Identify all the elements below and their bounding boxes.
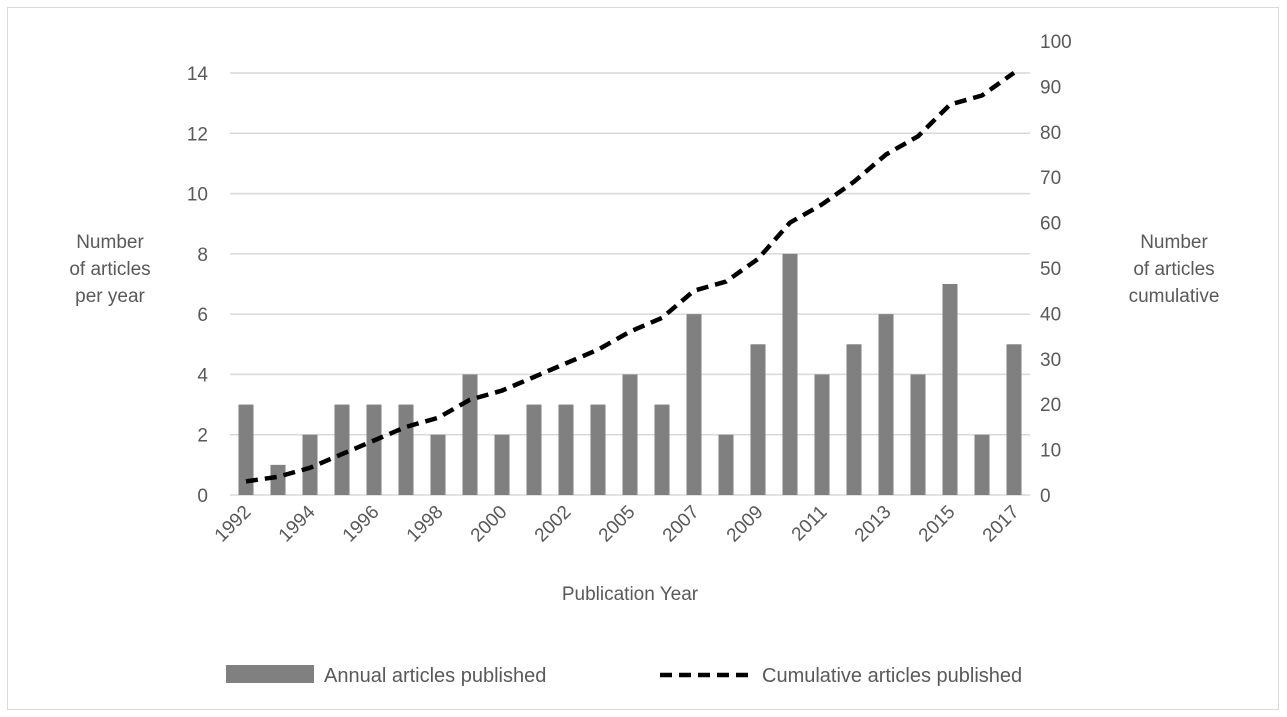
right-tick-label: 90 [1040, 77, 1061, 98]
legend-bar-swatch [226, 665, 314, 683]
left-tick-label: 0 [197, 486, 208, 507]
right-tick-label: 50 [1040, 259, 1061, 280]
right-tick-label: 100 [1040, 32, 1072, 53]
bar-series [238, 253, 1022, 495]
x-tick-label: 1996 [339, 502, 384, 547]
bar [942, 284, 958, 495]
axis-label-line: per year [75, 286, 145, 307]
right-axis-label: Number of articles cumulative [1129, 232, 1220, 307]
bar [814, 374, 830, 495]
x-axis-ticks: 1992 1994 1996 1998 2000 2002 2005 2007 2009 2011… [211, 501, 1024, 546]
bar [622, 374, 638, 495]
right-tick-label: 70 [1040, 168, 1061, 189]
bar [846, 344, 862, 495]
bar [270, 464, 286, 495]
x-tick-label: 2009 [723, 502, 768, 547]
chart-frame [7, 7, 1279, 710]
x-tick-label: 2007 [659, 502, 704, 547]
right-tick-label: 10 [1040, 441, 1061, 462]
bar [526, 404, 542, 495]
axis-label-line: Number [1140, 232, 1208, 253]
bar [974, 434, 990, 495]
right-tick-label: 30 [1040, 350, 1061, 371]
axis-label-line: of articles [69, 259, 150, 280]
left-tick-label: 2 [197, 426, 208, 447]
bar [910, 374, 926, 495]
x-tick-label: 2017 [979, 502, 1024, 547]
cumulative-line [245, 70, 1016, 484]
x-tick-label: 2005 [595, 502, 640, 547]
x-tick-label: 1994 [275, 501, 320, 546]
x-tick-label: 2013 [851, 502, 896, 547]
right-tick-label: 40 [1040, 304, 1061, 325]
x-axis-label: Publication Year [562, 584, 699, 605]
left-tick-label: 8 [197, 245, 208, 266]
bar [558, 404, 574, 495]
x-tick-label: 2000 [467, 502, 512, 547]
left-tick-label: 10 [187, 185, 208, 206]
left-tick-label: 12 [187, 124, 208, 145]
legend-bar-label: Annual articles published [324, 665, 546, 687]
bar [302, 434, 318, 495]
axis-label-line: cumulative [1129, 286, 1220, 307]
right-tick-label: 0 [1040, 486, 1051, 507]
bar [654, 404, 670, 495]
x-tick-label: 2011 [788, 502, 832, 546]
x-tick-label: 1992 [211, 502, 256, 547]
right-tick-label: 60 [1040, 214, 1061, 235]
legend: Annual articles published Cumulative art… [226, 665, 1022, 687]
right-tick-label: 80 [1040, 123, 1061, 144]
left-axis-ticks: 0 2 4 6 8 10 12 14 [187, 64, 209, 507]
bar [494, 434, 510, 495]
bar [750, 344, 766, 495]
bar [334, 404, 350, 495]
right-tick-label: 20 [1040, 395, 1061, 416]
bar [782, 253, 798, 495]
bar [718, 434, 734, 495]
right-axis-ticks: 0 10 20 30 40 50 60 70 80 90 100 [1040, 32, 1072, 507]
bar [686, 314, 702, 495]
axis-label-line: of articles [1133, 259, 1214, 280]
bar [590, 404, 606, 495]
bar [398, 404, 414, 495]
legend-line-label: Cumulative articles published [762, 665, 1022, 687]
x-tick-label: 2015 [915, 502, 960, 547]
bar [462, 374, 478, 495]
bar [878, 314, 894, 495]
left-tick-label: 6 [197, 305, 208, 326]
x-tick-label: 2002 [531, 502, 576, 547]
left-axis-label: Number of articles per year [69, 232, 150, 307]
gridlines [230, 72, 1030, 496]
bar [366, 404, 382, 495]
bar [238, 404, 254, 495]
left-tick-label: 4 [197, 365, 208, 386]
axis-label-line: Number [76, 232, 144, 253]
bar [1006, 344, 1022, 495]
x-tick-label: 1998 [403, 502, 448, 547]
left-tick-label: 14 [187, 64, 209, 85]
bar [430, 434, 446, 495]
